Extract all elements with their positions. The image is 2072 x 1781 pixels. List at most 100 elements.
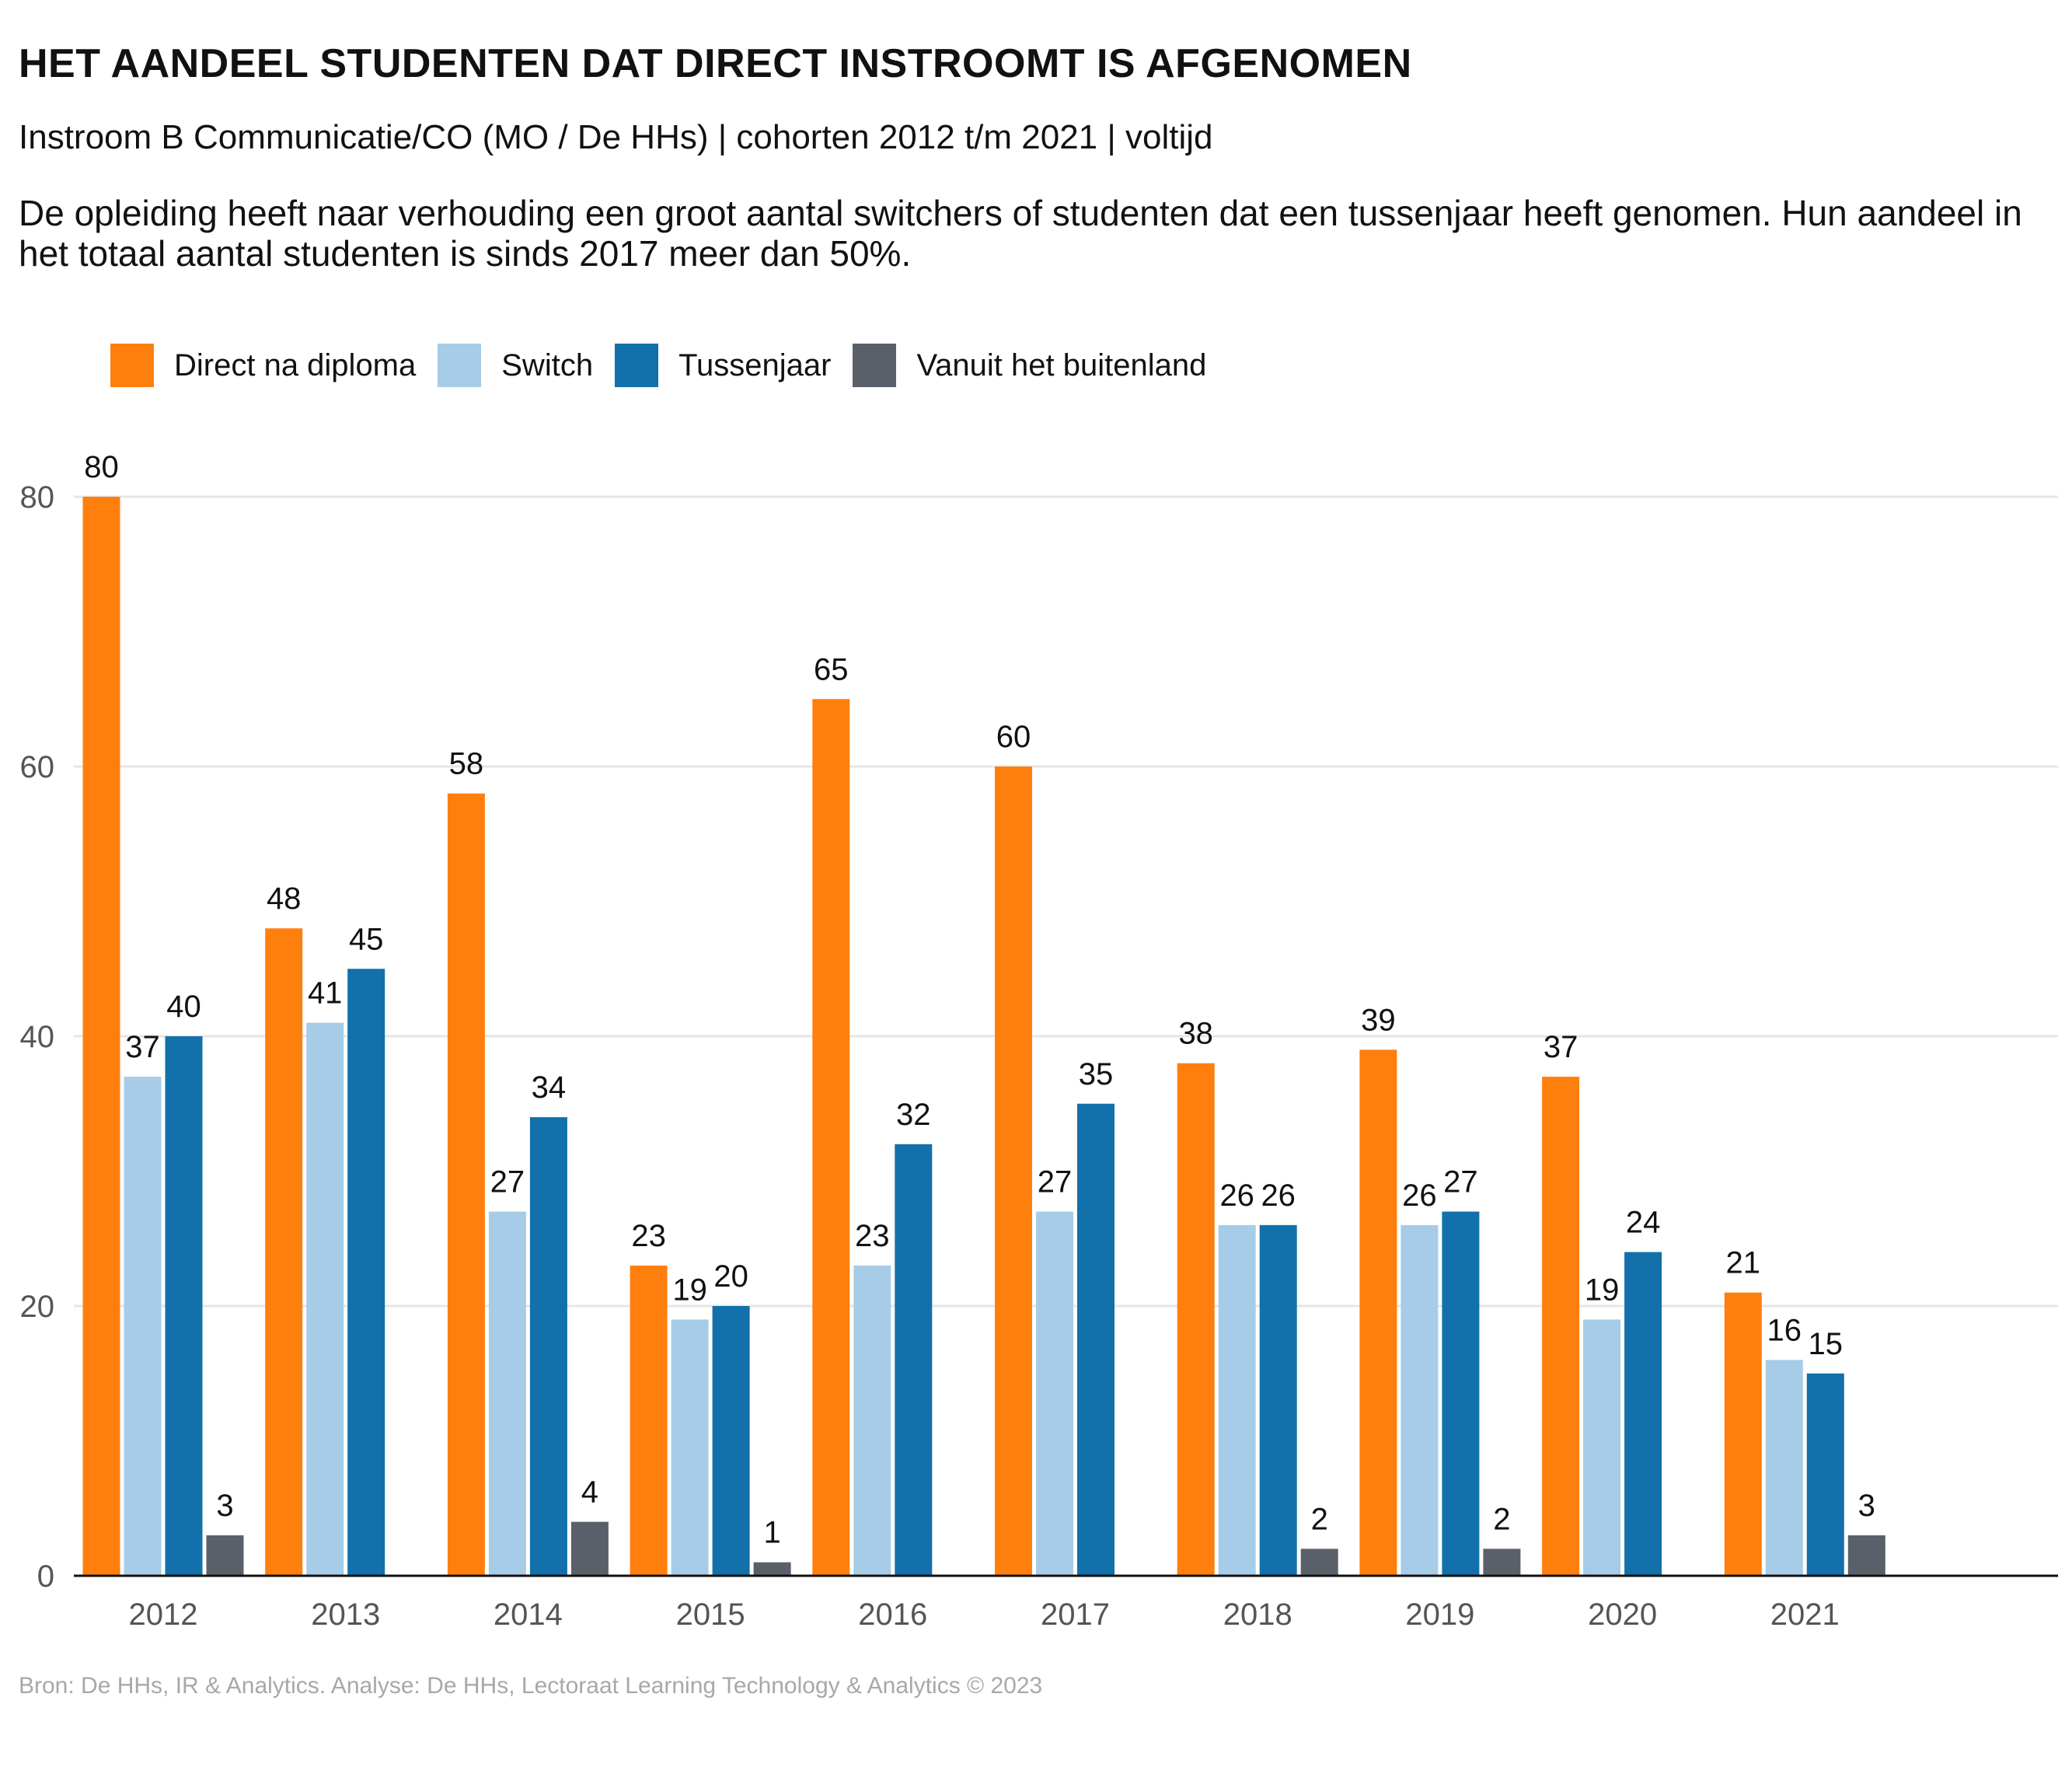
data-label: 20: [713, 1259, 748, 1294]
data-label: 60: [996, 720, 1031, 754]
bar: [995, 767, 1032, 1576]
bar: [1724, 1292, 1762, 1576]
y-tick-label: 20: [20, 1290, 55, 1324]
bar: [1483, 1549, 1521, 1576]
chart-title: HET AANDEEL STUDENTEN DAT DIRECT INSTROO…: [19, 41, 1412, 86]
chart-subtitle: Instroom B Communicatie/CO (MO / De HHs)…: [19, 118, 1213, 156]
x-tick-label: 2012: [129, 1598, 198, 1632]
data-label: 45: [349, 922, 384, 956]
data-label: 27: [490, 1165, 525, 1200]
data-label: 3: [216, 1489, 233, 1523]
data-label: 21: [1726, 1246, 1761, 1280]
bar: [1359, 1049, 1397, 1576]
bar: [347, 969, 385, 1576]
x-tick-label: 2021: [1770, 1598, 1840, 1632]
bar: [1847, 1535, 1885, 1576]
bar: [82, 497, 120, 1576]
legend-swatch: [853, 344, 897, 387]
data-label: 26: [1219, 1179, 1254, 1213]
bar: [206, 1535, 244, 1576]
bar: [853, 1265, 891, 1576]
bar: [570, 1521, 609, 1576]
data-label: 23: [855, 1219, 890, 1253]
data-label: 15: [1809, 1327, 1844, 1361]
data-label: 34: [532, 1070, 567, 1105]
y-tick-label: 40: [20, 1020, 55, 1054]
bar: [1300, 1549, 1338, 1576]
data-label: 27: [1038, 1165, 1073, 1200]
legend-label: Vanuit het buitenland: [916, 347, 1207, 382]
data-label: 37: [1544, 1030, 1578, 1064]
data-label: 40: [166, 990, 201, 1024]
bar: [1401, 1224, 1439, 1576]
bar: [1583, 1319, 1621, 1576]
data-label: 2: [1311, 1502, 1328, 1536]
data-label: 19: [1585, 1273, 1620, 1307]
bar: [165, 1036, 203, 1576]
data-label: 38: [1178, 1017, 1213, 1051]
legend-swatch: [615, 344, 659, 387]
bar: [124, 1077, 162, 1576]
bar: [488, 1211, 526, 1576]
legend-item: Vanuit het buitenland: [853, 344, 1206, 387]
data-label: 35: [1079, 1057, 1114, 1091]
bar: [306, 1022, 344, 1576]
data-label: 19: [672, 1273, 707, 1307]
legend-item: Switch: [438, 344, 593, 387]
y-tick-label: 60: [20, 750, 55, 784]
legend-label: Tussenjaar: [678, 347, 832, 382]
bar: [630, 1265, 668, 1576]
x-tick-label: 2013: [311, 1598, 380, 1632]
data-label: 27: [1443, 1165, 1478, 1200]
legend: Direct na diploma Switch Tussenjaar Vanu…: [110, 344, 1228, 387]
bar: [895, 1144, 933, 1576]
legend-item: Direct na diploma: [110, 344, 416, 387]
bar: [447, 793, 485, 1576]
bar: [529, 1117, 567, 1576]
legend-label: Direct na diploma: [174, 347, 417, 382]
bar: [265, 928, 303, 1576]
data-label: 16: [1767, 1313, 1802, 1347]
legend-swatch: [110, 344, 154, 387]
x-tick-label: 2020: [1588, 1598, 1657, 1632]
data-label: 26: [1261, 1179, 1296, 1213]
data-label: 48: [267, 882, 302, 916]
bar: [1806, 1373, 1844, 1576]
chart-description: De opleiding heeft naar verhouding een g…: [19, 193, 2022, 274]
data-label: 1: [763, 1516, 780, 1550]
legend-swatch: [438, 344, 482, 387]
bar: [753, 1562, 791, 1576]
data-label: 80: [84, 450, 119, 484]
data-label: 32: [896, 1098, 931, 1132]
bar: [1542, 1077, 1580, 1576]
bar: [1624, 1252, 1662, 1576]
source-note: Bron: De HHs, IR & Analytics. Analyse: D…: [19, 1673, 1043, 1699]
data-label: 24: [1626, 1206, 1661, 1240]
bar: [812, 699, 850, 1576]
data-label: 58: [449, 747, 484, 781]
bar: [1036, 1211, 1073, 1576]
data-label: 41: [308, 976, 343, 1011]
x-tick-label: 2015: [676, 1598, 745, 1632]
bar: [1177, 1063, 1215, 1576]
data-label: 26: [1402, 1179, 1437, 1213]
legend-label: Switch: [501, 347, 594, 382]
bar: [1077, 1103, 1114, 1576]
data-label: 3: [1858, 1489, 1875, 1523]
data-label: 4: [581, 1475, 598, 1510]
bar: [712, 1306, 750, 1576]
y-tick-label: 80: [20, 480, 55, 515]
x-tick-label: 2018: [1223, 1598, 1292, 1632]
bar: [1442, 1211, 1480, 1576]
y-tick-label: 0: [37, 1559, 54, 1594]
bar: [1765, 1360, 1803, 1576]
data-label: 2: [1493, 1502, 1510, 1536]
x-tick-label: 2019: [1405, 1598, 1474, 1632]
bar: [1259, 1224, 1297, 1576]
data-label: 37: [125, 1030, 160, 1064]
data-label: 23: [631, 1219, 666, 1253]
x-tick-label: 2017: [1041, 1598, 1110, 1632]
bar: [1218, 1224, 1256, 1576]
bar: [671, 1319, 709, 1576]
